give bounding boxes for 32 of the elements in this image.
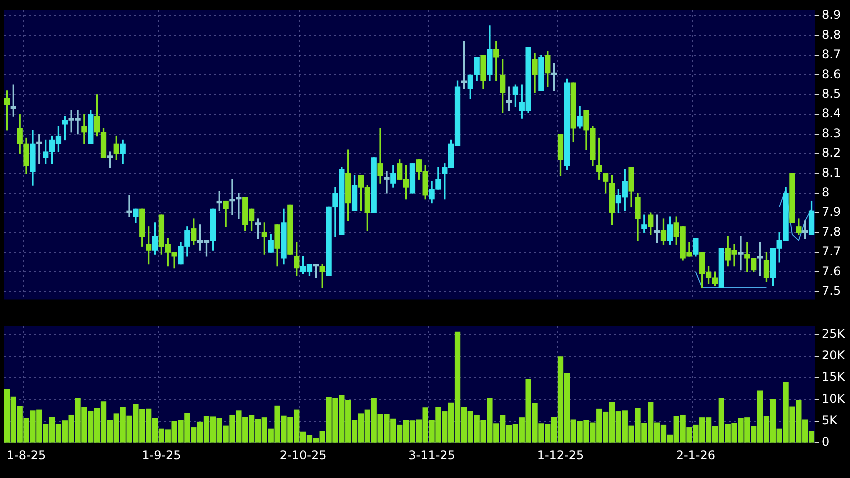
y-tick-label: 7.6 [822,264,842,278]
x-tick-label: 2-1-26 [676,448,716,462]
y-tick-label: 8.5 [822,87,842,102]
y-tick-label: 0 [822,435,830,450]
y-tick-label: 10K [822,392,846,406]
candlestick [384,171,390,194]
candlestick [378,128,384,184]
x-tick-label: 1-12-25 [537,448,584,462]
y-tick-label: 7.9 [822,205,842,220]
y-tick-label: 7.7 [822,244,842,259]
x-tick-label: 2-10-25 [280,448,327,462]
y-tick-label: 25K [822,326,846,341]
y-tick-label: 8.6 [822,67,842,82]
y-tick-label: 7.5 [822,284,842,298]
y-tick-label: 8.3 [822,126,842,140]
candlestick [738,236,744,271]
y-tick-label: 8.7 [822,48,842,62]
y-tick-label: 15K [822,370,846,384]
x-tick-label: 1-8-25 [6,448,46,462]
y-tick-label: 8.9 [822,8,842,22]
y-tick-label: 8 [822,186,830,200]
y-tick-label: 8.2 [822,146,842,160]
y-tick-label: 20K [822,348,846,363]
x-tick-label: 3-11-25 [408,448,456,462]
candlestick [126,195,132,218]
x-tick-label: 1-9-25 [142,448,182,462]
candlestick [82,114,88,144]
y-tick-label: 7.8 [822,224,842,239]
y-tick-label: 8.8 [822,28,842,42]
y-tick-label: 5K [822,413,839,428]
y-tick-label: 8.4 [822,106,842,121]
y-tick-label: 8.1 [822,166,842,180]
